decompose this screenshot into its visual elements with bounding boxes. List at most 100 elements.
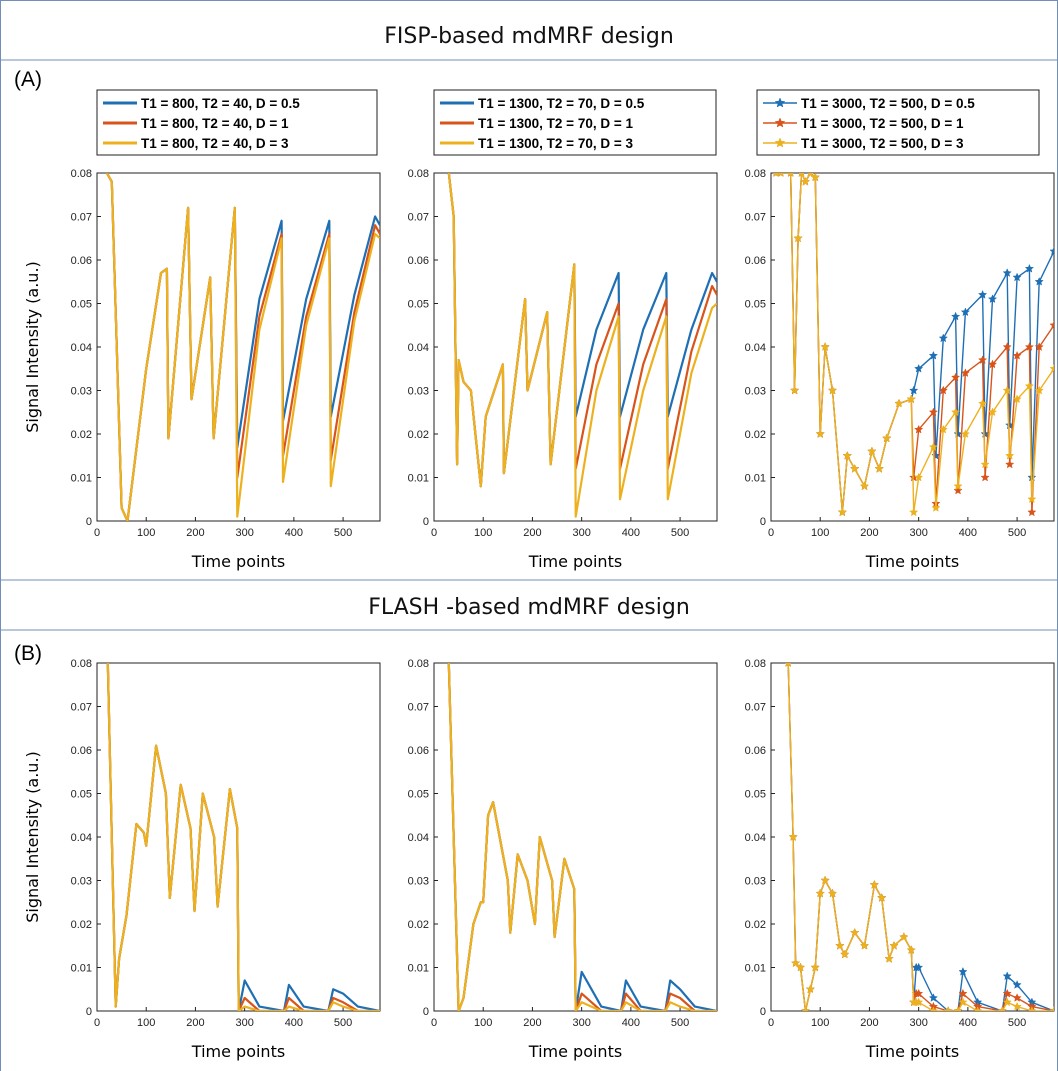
x-tick-label: 500	[1008, 527, 1026, 539]
x-tick-label: 0	[431, 1017, 437, 1029]
y-tick-label: 0.01	[71, 473, 92, 485]
legend-entry: T1 = 1300, T2 = 70, D = 1	[478, 116, 633, 131]
y-tick-label: 0.07	[745, 702, 766, 714]
y-tick-label: 0.04	[408, 832, 429, 844]
y-tick-label: 0.07	[71, 212, 92, 224]
y-tick-label: 0.03	[408, 386, 429, 398]
x-tick-label: 400	[959, 1017, 977, 1029]
y-tick-label: 0.05	[71, 789, 92, 801]
y-tick-label: 0.07	[745, 212, 766, 224]
x-tick-label: 500	[671, 1017, 689, 1029]
x-tick-label: 0	[94, 1017, 100, 1029]
x-axis-label: Time points	[191, 1042, 285, 1061]
x-tick-label: 100	[811, 1017, 829, 1029]
y-tick-label: 0.07	[71, 702, 92, 714]
x-tick-label: 0	[431, 527, 437, 539]
chart-B3: 0 100 200 300 400 500 0 0.01 0.02 0.03 0.04 0.05 0.0…	[745, 658, 1058, 1061]
data-point	[841, 950, 849, 958]
x-axis-label: Time points	[528, 552, 622, 571]
x-tick-label: 100	[811, 527, 829, 539]
y-tick-label: 0.08	[745, 168, 766, 180]
legend-entry: T1 = 3000, T2 = 500, D = 3	[801, 136, 964, 151]
series-line-3	[449, 663, 717, 1011]
series-line-3	[108, 663, 380, 1011]
series-line-3	[788, 663, 1054, 1011]
y-tick-label: 0.04	[71, 832, 92, 844]
data-point	[932, 504, 940, 512]
x-tick-label: 100	[137, 527, 155, 539]
x-tick-label: 400	[622, 1017, 640, 1029]
series-group	[449, 663, 717, 1011]
y-tick-label: 0.07	[408, 212, 429, 224]
chart-B2: 0 100 200 300 400 50000.010.020.030.040.050.0…	[408, 658, 717, 1061]
series-group	[107, 173, 380, 521]
series-group	[449, 173, 717, 517]
y-tick-label: 0.08	[71, 168, 92, 180]
y-tick-label: 0	[86, 1006, 92, 1018]
x-tick-label: 300	[909, 1017, 927, 1029]
y-tick-label: 0.02	[745, 919, 766, 931]
x-tick-label: 300	[235, 1017, 253, 1029]
y-tick-label: 0.08	[408, 168, 429, 180]
series-group	[784, 659, 1058, 1015]
y-tick-label: 0.04	[745, 342, 766, 354]
legend-entry: T1 = 800, T2 = 40, D = 0.5	[141, 96, 300, 111]
legend: T1 = 3000, T2 = 500, D = 0.5 T1 = 3000, T…	[757, 90, 1039, 155]
data-point	[998, 1007, 1006, 1015]
legend: T1 = 1300, T2 = 70, D = 0.5 T1 = 1300, T2…	[434, 90, 716, 155]
y-tick-label: 0.07	[408, 702, 429, 714]
y-tick-label: 0	[760, 1006, 766, 1018]
section-a-label: (A)	[14, 68, 42, 91]
y-tick-label: 0.04	[408, 342, 429, 354]
legend-entry: T1 = 1300, T2 = 70, D = 0.5	[478, 96, 645, 111]
data-point	[981, 473, 989, 481]
chart-A3: 0 100 200 300 400 50000.010.020.030.040.050.0…	[745, 90, 1058, 571]
y-tick-label: 0.06	[745, 745, 766, 757]
legend: T1 = 800, T2 = 40, D = 0.5 T1 = 800, T2 =…	[97, 90, 377, 155]
series-line-2	[449, 173, 717, 486]
x-axis-label: Time points	[528, 1042, 622, 1061]
legend-entry: T1 = 3000, T2 = 500, D = 0.5	[801, 96, 975, 111]
y-tick-label: 0.02	[71, 429, 92, 441]
y-tick-label: 0.08	[408, 658, 429, 670]
y-tick-label: 0.06	[408, 745, 429, 757]
x-tick-label: 0	[768, 527, 774, 539]
legend-entry: T1 = 3000, T2 = 500, D = 1	[801, 116, 964, 131]
y-tick-label: 0.04	[745, 832, 766, 844]
y-tick-label: 0.01	[408, 963, 429, 975]
data-point	[910, 508, 918, 516]
x-tick-label: 100	[137, 1017, 155, 1029]
chart-B1: 0 100 200 300 400 50000.010.020.030.040.050.0…	[23, 658, 380, 1061]
series-group	[108, 663, 380, 1011]
y-tick-label: 0	[423, 516, 429, 528]
y-tick-label: 0.05	[745, 299, 766, 311]
x-tick-label: 400	[285, 1017, 303, 1029]
y-tick-label: 0.05	[408, 299, 429, 311]
data-point	[895, 399, 903, 407]
x-tick-label: 200	[186, 1017, 204, 1029]
series-line-2	[449, 663, 717, 1011]
x-tick-label: 500	[671, 527, 689, 539]
x-axis-label: Time points	[191, 552, 285, 571]
series-line-1	[449, 173, 717, 486]
y-tick-label: 0.06	[71, 255, 92, 267]
y-tick-label: 0.03	[71, 876, 92, 888]
chart-panels: 0 100 200 300 400 500 0 0.01 0.02 0.03 0.04 0.05 0.0…	[23, 90, 1058, 1061]
x-tick-label: 400	[959, 527, 977, 539]
legend-entry: T1 = 800, T2 = 40, D = 1	[141, 116, 289, 131]
x-tick-label: 400	[285, 527, 303, 539]
x-axis-label: Time points	[865, 552, 959, 571]
x-tick-label: 400	[622, 527, 640, 539]
y-tick-label: 0.03	[408, 876, 429, 888]
data-point	[1006, 460, 1014, 468]
x-tick-label: 300	[572, 1017, 590, 1029]
x-axis-label: Time points	[865, 1042, 959, 1061]
series-line-1	[788, 663, 1054, 1011]
x-tick-label: 300	[572, 527, 590, 539]
series-line-1	[108, 663, 380, 1011]
x-tick-label: 200	[523, 1017, 541, 1029]
data-point	[1050, 1007, 1058, 1015]
series-line-1	[449, 663, 717, 1011]
section-a-title: FISP-based mdMRF design	[384, 24, 674, 49]
